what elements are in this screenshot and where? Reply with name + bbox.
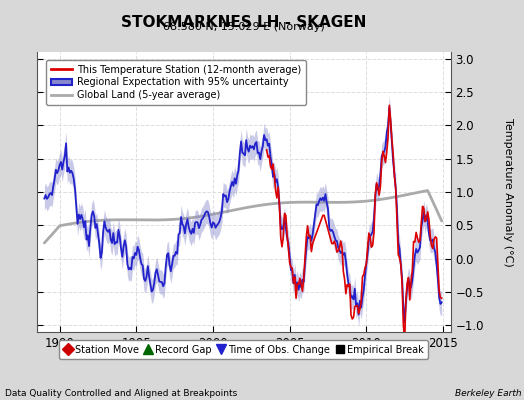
Text: Data Quality Controlled and Aligned at Breakpoints: Data Quality Controlled and Aligned at B… bbox=[5, 389, 237, 398]
Legend: Station Move, Record Gap, Time of Obs. Change, Empirical Break: Station Move, Record Gap, Time of Obs. C… bbox=[59, 340, 428, 359]
Text: 68.580 N, 15.029 E (Norway): 68.580 N, 15.029 E (Norway) bbox=[163, 22, 324, 32]
Y-axis label: Temperature Anomaly (°C): Temperature Anomaly (°C) bbox=[504, 118, 514, 266]
Title: STOKMARKNES LH - SKAGEN: STOKMARKNES LH - SKAGEN bbox=[121, 15, 366, 30]
Text: Berkeley Earth: Berkeley Earth bbox=[455, 389, 521, 398]
